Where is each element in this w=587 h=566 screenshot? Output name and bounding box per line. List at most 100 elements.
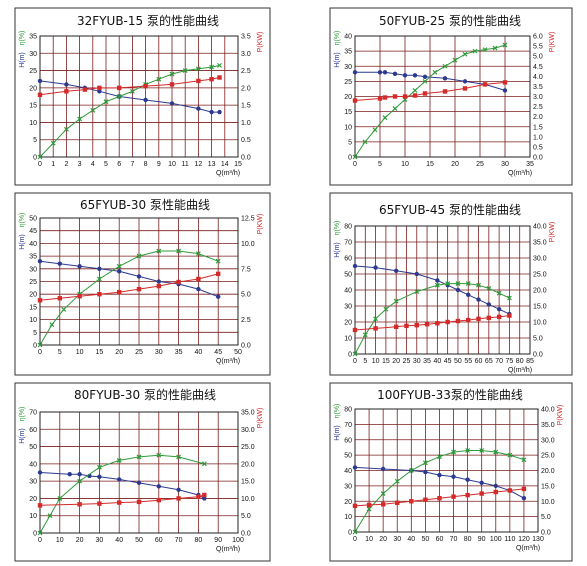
head-point — [117, 269, 122, 274]
y1-tick-label: 30 — [29, 266, 37, 273]
head-point — [196, 286, 201, 292]
x-tick-label: 30 — [413, 358, 421, 365]
x-tick-label: 50 — [234, 349, 242, 356]
y2-tick-label: 10.0 — [541, 499, 555, 506]
power-point — [486, 315, 492, 321]
x-tick-label: 15 — [96, 349, 104, 356]
eff-point — [50, 140, 56, 146]
y1-tick-label: 0 — [348, 530, 352, 537]
power-point — [37, 92, 43, 97]
chart-frame — [14, 382, 271, 562]
head-curve — [39, 80, 220, 113]
y2-tick-label: 0.5 — [533, 144, 543, 151]
eff-axis-label: η(%) — [334, 404, 341, 419]
eff-point — [195, 251, 201, 256]
power-point — [476, 316, 481, 321]
x-tick-label: 15 — [234, 161, 242, 168]
x-tick-label: 0 — [353, 358, 357, 365]
grid — [39, 35, 239, 158]
x-tick-label: 15 — [426, 161, 434, 168]
y2-tick-label: 0.0 — [533, 155, 543, 162]
power-point — [216, 271, 221, 277]
x-tick-label: 35 — [175, 349, 183, 356]
x-tick-label: 70 — [450, 536, 458, 543]
head-point — [392, 71, 398, 77]
y1-tick-label: 35 — [344, 49, 352, 56]
x-tick-label: 60 — [436, 536, 444, 543]
eff-point — [452, 57, 458, 63]
y2-tick-label: 35.0 — [241, 410, 255, 417]
x-tick-label: 45 — [214, 349, 222, 356]
eff-axis-label: η(%) — [334, 221, 341, 236]
power-point — [455, 318, 461, 324]
chart-title: 80FYUB-30 泵的性能曲线 — [74, 387, 216, 402]
eff-point — [442, 63, 448, 69]
x-tick-label: 8 — [144, 161, 148, 168]
eff-point — [352, 351, 358, 357]
y1-tick-label: 10 — [344, 336, 352, 343]
y1-tick-label: 60 — [29, 427, 37, 434]
y2-tick-label: 3.5 — [533, 84, 543, 91]
head-point — [455, 287, 461, 293]
y2-tick-label: 25.0 — [541, 453, 555, 460]
eff-point — [422, 78, 428, 84]
head-point — [37, 470, 43, 475]
power-point — [117, 289, 122, 295]
head-point — [422, 74, 428, 80]
power-point — [437, 495, 442, 501]
eff-point — [393, 298, 399, 304]
power-point — [202, 492, 207, 498]
power-point — [409, 499, 414, 504]
x-tick-label: 40 — [115, 537, 123, 544]
power-point — [143, 83, 148, 89]
y1-axis-label: H(m) — [19, 234, 26, 250]
eff-point — [352, 154, 358, 160]
x-tick-label: 80 — [464, 536, 472, 543]
power-point — [64, 89, 69, 94]
head-point — [209, 109, 214, 115]
power-point — [507, 488, 513, 493]
eff-point — [493, 449, 499, 455]
x-tick-label: 10 — [365, 536, 373, 543]
x-tick-label: 2 — [64, 161, 68, 168]
x-tick-label: 50 — [421, 536, 429, 543]
eff-point — [507, 452, 513, 458]
y2-tick-label: 1.0 — [533, 134, 543, 141]
head-point — [502, 88, 508, 93]
eff-point — [372, 127, 378, 133]
head-point — [437, 472, 442, 478]
eff-point — [63, 126, 69, 132]
eff-axis-label: η(%) — [334, 31, 341, 46]
x-tick-label: 9 — [157, 161, 161, 168]
power-point — [196, 494, 201, 499]
x-tick-label: 11 — [182, 161, 189, 168]
y1-tick-label: 80 — [344, 407, 352, 414]
x-tick-label: 90 — [214, 537, 222, 544]
x-tick-label: 80 — [516, 358, 524, 365]
x-tick-label: 100 — [232, 537, 244, 544]
eff-point — [96, 464, 102, 470]
y1-tick-label: 30 — [344, 483, 352, 490]
eff-point — [37, 530, 43, 536]
power-point — [209, 77, 214, 82]
power-point — [156, 497, 161, 503]
y1-tick-label: 20 — [344, 320, 352, 327]
head-point — [423, 469, 428, 475]
y2-axis-label: P(KW) — [257, 214, 264, 235]
power-point — [392, 94, 398, 99]
y1-tick-label: 60 — [344, 437, 352, 444]
eff-point — [472, 48, 478, 54]
x-tick-label: 0 — [38, 161, 42, 168]
y1-tick-label: 5 — [33, 330, 37, 337]
y1-tick-label: 40 — [29, 461, 37, 468]
power-point — [136, 499, 142, 505]
x-tick-label: 50 — [454, 358, 462, 365]
power-point — [373, 326, 378, 331]
head-point — [435, 278, 440, 283]
y1-tick-label: 0 — [33, 531, 37, 538]
y2-tick-label: 20.0 — [541, 468, 555, 475]
eff-point — [57, 496, 63, 501]
y2-tick-label: 30.0 — [533, 256, 547, 263]
y1-tick-label: 0 — [348, 155, 352, 162]
power-point — [445, 319, 450, 325]
